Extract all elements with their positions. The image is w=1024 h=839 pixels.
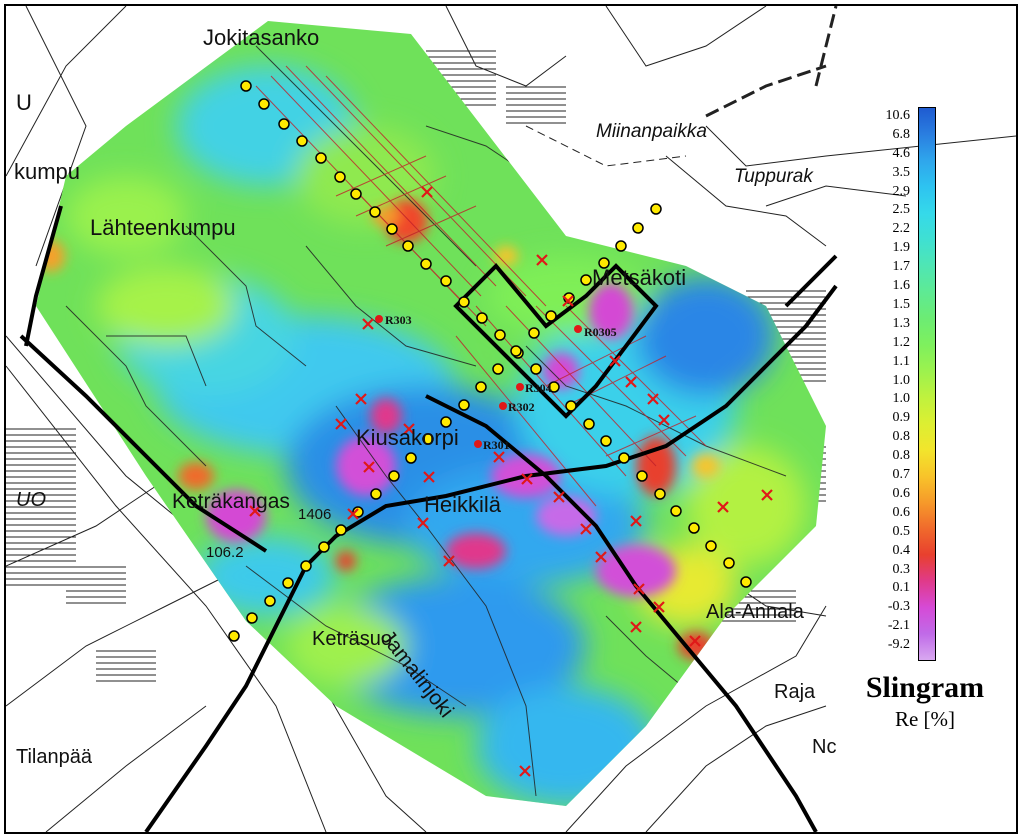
legend-tick: -9.2: [887, 637, 910, 653]
legend-title: Slingram: [865, 671, 985, 704]
sample-label-r301: R301: [483, 438, 510, 452]
legend-tick: 1.0: [892, 391, 911, 407]
legend-tick: 1.6: [892, 278, 911, 294]
sample-label-r0305: R0305: [584, 325, 617, 339]
place-label: Metsäkoti: [592, 265, 687, 290]
place-label: Jokitasanko: [203, 25, 320, 50]
place-label: Tuppurak: [734, 166, 813, 187]
place-label: Tilanpää: [16, 746, 92, 768]
anomaly-markers: [249, 186, 773, 777]
place-label: kumpu: [14, 159, 81, 184]
legend-tick: 2.9: [892, 183, 911, 199]
legend-tick: 1.5: [892, 296, 911, 312]
legend-tick: 3.5: [892, 164, 911, 180]
legend-tick: 0.9: [892, 410, 911, 426]
place-label: Nc: [812, 736, 837, 758]
legend-tick: 0.4: [892, 542, 911, 558]
place-label: Keträkangas: [172, 490, 290, 513]
measurement-points: [228, 80, 752, 642]
survey-map: R303 R0305 R302 R301 R304: [6, 6, 1016, 832]
legend-tick: 0.8: [892, 448, 911, 464]
color-legend: 10.6 6.8 4.6 3.5 2.9 2.5 2.2 1.9 1.7 1.6 1.5 1.3 1.2…: [836, 101, 1012, 741]
sample-sites: [375, 315, 582, 448]
legend-tick: 2.5: [892, 202, 911, 218]
legend-tick: 4.6: [892, 145, 911, 161]
sample-label-r304: R304: [525, 381, 552, 395]
sample-label-r303: R303: [385, 313, 412, 327]
place-label: Miinanpaikka: [596, 121, 707, 142]
legend-tick: 1.3: [892, 315, 911, 331]
place-label: Ala-Annala: [706, 601, 804, 623]
legend-tick: 0.5: [892, 523, 911, 539]
place-label: Raja: [774, 681, 816, 703]
colorbar: [918, 107, 936, 661]
legend-tick: 6.8: [892, 126, 911, 142]
sample-label-r302: R302: [508, 400, 535, 414]
place-label: U: [16, 90, 32, 115]
place-label: UO: [16, 489, 46, 511]
legend-tick: 0.8: [892, 429, 911, 445]
legend-tick: 1.1: [892, 353, 911, 369]
place-label: Lähteenkumpu: [90, 215, 236, 240]
map-frame: R303 R0305 R302 R301 R304 Jokitasanko U …: [4, 4, 1018, 834]
legend-tick: 0.6: [892, 504, 911, 520]
legend-tick: -2.1: [887, 618, 910, 634]
legend-tick: 0.7: [892, 467, 911, 483]
legend-tick: 0.1: [892, 580, 911, 596]
legend-tick: 2.2: [892, 221, 911, 237]
place-label: 1406: [298, 506, 332, 523]
place-label: Kiusakorpi: [356, 425, 459, 450]
place-label: Keträsuo: [312, 628, 393, 650]
legend-tick: 1.0: [892, 372, 911, 388]
legend-tick: 0.6: [892, 485, 911, 501]
legend-tick: 0.3: [892, 561, 911, 577]
legend-tick: 10.6: [885, 108, 911, 123]
legend-tick: 1.7: [892, 259, 911, 275]
legend-tick: -0.3: [887, 599, 910, 615]
place-label: 106.2: [206, 544, 244, 561]
legend-tick: 1.2: [892, 334, 911, 350]
legend-unit: Re [%]: [894, 707, 956, 731]
legend-tick: 1.9: [892, 240, 911, 256]
place-label: Heikkilä: [424, 492, 502, 517]
